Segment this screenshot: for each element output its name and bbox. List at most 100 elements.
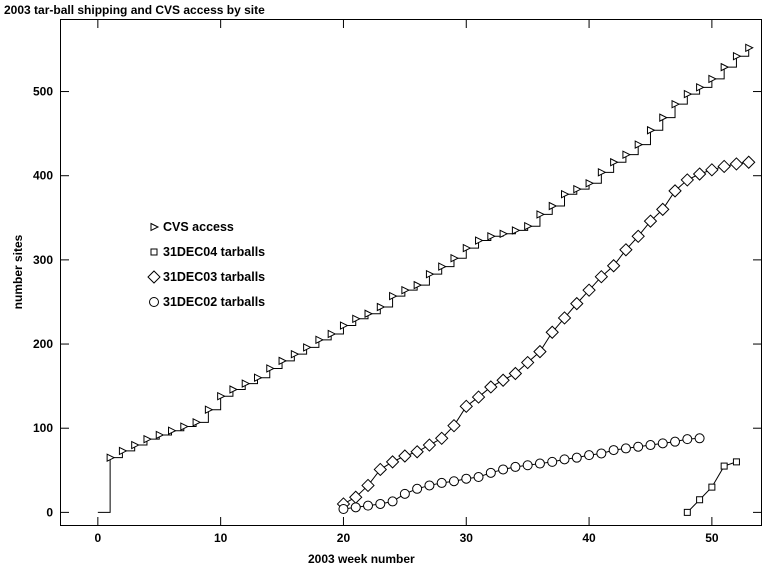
data-point-cvs-access bbox=[106, 453, 116, 462]
data-point-31dec02-tarballs bbox=[534, 458, 545, 469]
data-point-cvs-access bbox=[364, 309, 374, 319]
data-point-31dec02-tarballs bbox=[399, 488, 410, 499]
data-point-31dec02-tarballs bbox=[559, 454, 570, 465]
data-point-31dec03-tarballs bbox=[742, 155, 756, 169]
data-point-cvs-access bbox=[536, 210, 546, 219]
data-point-31dec02-tarballs bbox=[522, 460, 533, 471]
data-point-cvs-access bbox=[622, 150, 632, 159]
data-point-31dec02-tarballs bbox=[338, 504, 349, 515]
x-tick-label: 0 bbox=[94, 531, 101, 545]
data-point-cvs-access bbox=[315, 335, 325, 345]
data-point-31dec02-tarballs bbox=[350, 502, 361, 513]
plot-frame bbox=[60, 19, 762, 526]
data-point-cvs-access bbox=[278, 356, 288, 366]
data-point-31dec03-tarballs bbox=[717, 159, 731, 174]
data-point-31dec03-tarballs bbox=[496, 373, 510, 387]
data-point-cvs-access bbox=[143, 434, 153, 444]
data-point-31dec02-tarballs bbox=[387, 496, 398, 507]
data-point-31dec02-tarballs bbox=[633, 441, 644, 452]
data-point-31dec03-tarballs bbox=[631, 229, 645, 244]
data-point-31dec02-tarballs bbox=[375, 498, 386, 509]
data-point-31dec03-tarballs bbox=[557, 311, 572, 325]
data-point-31dec02-tarballs bbox=[510, 461, 521, 472]
x-tick-label: 30 bbox=[460, 531, 474, 545]
series-group bbox=[97, 43, 756, 516]
data-point-31dec03-tarballs bbox=[570, 296, 584, 311]
data-point-cvs-access bbox=[659, 113, 668, 122]
data-point-31dec02-tarballs bbox=[620, 443, 631, 454]
data-point-31dec03-tarballs bbox=[484, 380, 498, 394]
data-point-31dec02-tarballs bbox=[694, 433, 705, 444]
data-point-cvs-access bbox=[561, 189, 570, 199]
data-point-31dec03-tarballs bbox=[533, 344, 547, 359]
data-point-cvs-access bbox=[118, 446, 128, 456]
data-point-31dec02-tarballs bbox=[485, 467, 496, 478]
data-point-31dec03-tarballs bbox=[471, 390, 486, 404]
x-tick-label: 40 bbox=[582, 531, 596, 545]
legend-label: 31DEC02 tarballs bbox=[163, 295, 265, 309]
data-point-cvs-access bbox=[475, 236, 484, 245]
data-point-31dec03-tarballs bbox=[705, 163, 719, 177]
data-point-cvs-access bbox=[573, 184, 582, 194]
legend-label: CVS access bbox=[163, 220, 234, 234]
legend: CVS access 31DEC04 tarballs 31DEC03 tarbal… bbox=[147, 220, 265, 309]
series-line-31dec02-tarballs bbox=[343, 437, 700, 510]
data-point-cvs-access bbox=[487, 231, 496, 241]
data-point-31dec02-tarballs bbox=[498, 464, 509, 475]
data-point-31dec03-tarballs bbox=[508, 366, 523, 381]
data-point-cvs-access bbox=[696, 83, 705, 92]
chart-title: 2003 tar-ball shipping and CVS access by… bbox=[4, 3, 265, 17]
data-point-cvs-access bbox=[290, 349, 300, 359]
data-point-31dec03-tarballs bbox=[434, 431, 449, 446]
x-tick-label: 20 bbox=[337, 531, 351, 545]
data-point-31dec02-tarballs bbox=[436, 477, 447, 488]
legend-marker bbox=[150, 248, 158, 256]
data-point-cvs-access bbox=[168, 426, 177, 436]
data-point-cvs-access bbox=[204, 405, 214, 415]
data-point-cvs-access bbox=[548, 201, 558, 211]
x-axis-label: 2003 week number bbox=[308, 552, 415, 566]
data-point-31dec03-tarballs bbox=[545, 325, 559, 339]
data-point-31dec03-tarballs bbox=[410, 445, 424, 459]
data-point-cvs-access bbox=[376, 302, 386, 312]
data-point-cvs-access bbox=[511, 226, 521, 235]
data-point-cvs-access bbox=[303, 343, 312, 352]
y-axis-label: number sites bbox=[11, 234, 25, 309]
y-tick-label: 100 bbox=[33, 421, 53, 435]
data-point-cvs-access bbox=[732, 51, 742, 61]
data-point-31dec02-tarballs bbox=[682, 434, 693, 445]
data-point-31dec02-tarballs bbox=[670, 436, 681, 447]
data-point-cvs-access bbox=[339, 321, 349, 330]
data-point-cvs-access bbox=[155, 430, 165, 440]
data-point-31dec03-tarballs bbox=[361, 478, 375, 493]
legend-label: 31DEC03 tarballs bbox=[163, 270, 265, 284]
data-point-cvs-access bbox=[327, 329, 337, 339]
data-point-31dec03-tarballs bbox=[656, 202, 670, 217]
data-point-cvs-access bbox=[646, 125, 656, 135]
data-point-31dec02-tarballs bbox=[608, 445, 619, 456]
data-point-31dec02-tarballs bbox=[596, 448, 607, 459]
legend-label: 31DEC04 tarballs bbox=[163, 245, 265, 259]
data-point-31dec03-tarballs bbox=[582, 283, 596, 297]
data-point-cvs-access bbox=[425, 269, 435, 279]
data-point-31dec03-tarballs bbox=[459, 399, 473, 414]
data-point-cvs-access bbox=[450, 253, 460, 263]
data-point-cvs-access bbox=[253, 373, 263, 383]
x-tick-label: 50 bbox=[705, 531, 719, 545]
data-point-31dec02-tarballs bbox=[645, 440, 656, 451]
data-point-31dec03-tarballs bbox=[729, 157, 744, 171]
data-point-31dec02-tarballs bbox=[461, 473, 472, 484]
data-point-31dec04-tarballs bbox=[708, 483, 716, 491]
legend-marker bbox=[149, 297, 159, 307]
data-point-cvs-access bbox=[745, 43, 754, 53]
data-point-cvs-access bbox=[708, 74, 717, 84]
data-point-cvs-access bbox=[720, 62, 730, 72]
data-point-31dec03-tarballs bbox=[619, 243, 633, 257]
data-point-31dec02-tarballs bbox=[412, 483, 423, 494]
data-point-31dec03-tarballs bbox=[373, 462, 388, 477]
legend-marker bbox=[150, 222, 160, 232]
data-point-cvs-access bbox=[438, 262, 447, 271]
data-point-31dec02-tarballs bbox=[547, 456, 558, 467]
